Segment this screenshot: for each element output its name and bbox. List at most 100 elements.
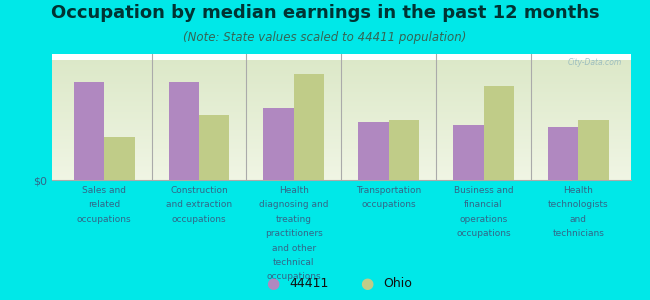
Text: ●: ● xyxy=(361,276,374,291)
Text: Business and: Business and xyxy=(454,186,514,195)
Bar xyxy=(52,90,630,91)
Bar xyxy=(52,155,630,156)
Bar xyxy=(52,176,630,178)
Bar xyxy=(52,169,630,170)
Bar xyxy=(52,148,630,149)
Bar xyxy=(52,113,630,114)
Bar xyxy=(52,109,630,110)
Bar xyxy=(52,106,630,107)
Bar xyxy=(52,162,630,163)
Bar xyxy=(52,85,630,86)
Bar xyxy=(52,154,630,155)
Text: technologists: technologists xyxy=(548,200,608,209)
Bar xyxy=(52,136,630,137)
Bar xyxy=(52,108,630,109)
Text: related: related xyxy=(88,200,120,209)
Bar xyxy=(52,74,630,76)
Text: financial: financial xyxy=(464,200,503,209)
Bar xyxy=(52,83,630,84)
Bar xyxy=(52,124,630,125)
Bar xyxy=(52,161,630,162)
Bar xyxy=(52,72,630,73)
Bar xyxy=(263,108,294,180)
Bar xyxy=(52,103,630,104)
Text: City-Data.com: City-Data.com xyxy=(567,58,622,67)
Bar xyxy=(52,82,630,83)
Bar xyxy=(52,97,630,98)
Bar xyxy=(52,66,630,67)
Bar xyxy=(52,166,630,167)
Text: Health: Health xyxy=(279,186,309,195)
Bar xyxy=(52,77,630,78)
Text: Health: Health xyxy=(564,186,593,195)
Bar xyxy=(52,60,630,61)
Bar xyxy=(52,107,630,108)
Bar xyxy=(52,144,630,145)
Text: occupations: occupations xyxy=(77,215,131,224)
Bar xyxy=(52,116,630,118)
Bar xyxy=(52,115,630,116)
Bar xyxy=(52,150,630,151)
Bar xyxy=(52,140,630,142)
Bar xyxy=(52,67,630,68)
Bar xyxy=(52,71,630,72)
Bar xyxy=(52,146,630,148)
Bar xyxy=(578,120,608,180)
Text: Construction: Construction xyxy=(170,186,228,195)
Bar xyxy=(52,133,630,134)
Text: treating: treating xyxy=(276,215,312,224)
Bar xyxy=(52,120,630,121)
Text: and other: and other xyxy=(272,244,316,253)
Bar xyxy=(52,98,630,100)
Text: occupations: occupations xyxy=(456,229,511,238)
Bar xyxy=(52,160,630,161)
Bar xyxy=(52,179,630,180)
Bar xyxy=(52,61,630,62)
Bar xyxy=(52,88,630,89)
Bar xyxy=(52,131,630,132)
Bar xyxy=(52,79,630,80)
Bar xyxy=(52,139,630,140)
Bar xyxy=(52,145,630,146)
Bar xyxy=(52,65,630,66)
Bar xyxy=(52,92,630,94)
Bar xyxy=(453,125,484,180)
Bar xyxy=(294,74,324,180)
Bar xyxy=(52,168,630,169)
Bar xyxy=(52,119,630,120)
Bar xyxy=(52,164,630,166)
Text: Ohio: Ohio xyxy=(384,277,412,290)
Bar xyxy=(52,174,630,175)
Text: operations: operations xyxy=(460,215,508,224)
Bar xyxy=(52,138,630,139)
Text: technicians: technicians xyxy=(552,229,604,238)
Text: and extraction: and extraction xyxy=(166,200,232,209)
Bar xyxy=(52,149,630,150)
Bar xyxy=(52,76,630,77)
Bar xyxy=(52,175,630,176)
Bar xyxy=(52,100,630,101)
Bar xyxy=(52,128,630,130)
Text: (Note: State values scaled to 44411 population): (Note: State values scaled to 44411 popu… xyxy=(183,32,467,44)
Bar xyxy=(52,112,630,113)
Bar xyxy=(52,163,630,164)
Text: and: and xyxy=(570,215,587,224)
Bar xyxy=(52,142,630,143)
Bar xyxy=(52,86,630,88)
Bar xyxy=(358,122,389,180)
Bar xyxy=(52,62,630,64)
Text: occupations: occupations xyxy=(266,272,321,281)
Bar xyxy=(52,157,630,158)
Bar xyxy=(548,127,578,180)
Bar xyxy=(52,104,630,106)
Bar xyxy=(52,172,630,173)
Bar xyxy=(52,122,630,124)
Bar xyxy=(52,143,630,144)
Bar xyxy=(52,137,630,138)
Bar xyxy=(52,84,630,85)
Text: 44411: 44411 xyxy=(289,277,329,290)
Bar xyxy=(52,130,630,131)
Bar xyxy=(52,89,630,90)
Text: practitioners: practitioners xyxy=(265,229,322,238)
Bar xyxy=(52,151,630,152)
